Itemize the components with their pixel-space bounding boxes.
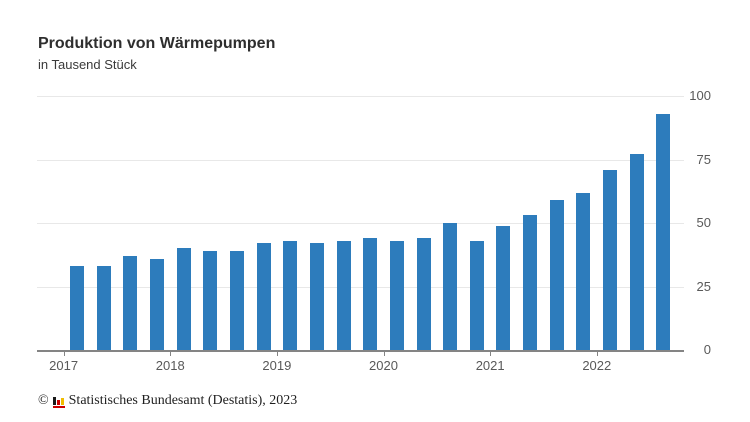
bar-2018-q2[interactable] bbox=[203, 250, 218, 350]
bar-2017-q4[interactable] bbox=[149, 258, 164, 350]
x-axis-tick-2017 bbox=[63, 352, 65, 356]
bar-2021-q4[interactable] bbox=[576, 192, 591, 350]
x-axis-tick-2020 bbox=[383, 352, 385, 356]
bar-2020-q4[interactable] bbox=[469, 240, 484, 350]
bar-2017-q2[interactable] bbox=[96, 266, 111, 350]
bar-2021-q2[interactable] bbox=[523, 215, 538, 350]
bar-2019-q3[interactable] bbox=[336, 240, 351, 350]
bar-2018-q1[interactable] bbox=[176, 248, 191, 350]
y-axis-label-25: 25 bbox=[696, 278, 711, 294]
x-axis-label-2017: 2017 bbox=[49, 358, 79, 373]
bar-2018-q3[interactable] bbox=[229, 250, 244, 350]
bar-2019-q1[interactable] bbox=[283, 240, 298, 350]
bar-2017-q3[interactable] bbox=[123, 256, 138, 350]
chart-header: Produktion von Wärmepumpen in Tausend St… bbox=[38, 34, 275, 73]
gridline-100 bbox=[37, 96, 684, 97]
bar-2017-q1[interactable] bbox=[69, 266, 84, 350]
copyright-symbol: © bbox=[38, 393, 49, 408]
chart-subtitle: in Tausend Stück bbox=[38, 57, 137, 72]
gridline-50 bbox=[37, 223, 684, 224]
y-axis-label-100: 100 bbox=[689, 88, 711, 103]
x-axis-label-2018: 2018 bbox=[155, 358, 185, 373]
x-axis-tick-2022 bbox=[596, 352, 598, 356]
x-axis-label-2019: 2019 bbox=[262, 358, 292, 373]
bar-2018-q4[interactable] bbox=[256, 243, 271, 350]
x-axis-tick-2019 bbox=[276, 352, 278, 356]
x-axis-tick-2018 bbox=[170, 352, 172, 356]
x-axis-label-2021: 2021 bbox=[475, 358, 505, 373]
source-line: © Statistisches Bundesamt (Destatis), 20… bbox=[38, 393, 297, 409]
bar-2019-q2[interactable] bbox=[309, 243, 324, 350]
bar-2021-q3[interactable] bbox=[549, 200, 564, 350]
bar-2022-q3[interactable] bbox=[656, 113, 671, 350]
bar-2020-q1[interactable] bbox=[389, 240, 404, 350]
gridline-25 bbox=[37, 286, 684, 288]
source-text: Statistisches Bundesamt (Destatis), 2023 bbox=[68, 393, 298, 408]
x-axis-label-2022: 2022 bbox=[582, 358, 612, 373]
x-axis-tick-2021 bbox=[490, 352, 492, 356]
gridline-75 bbox=[37, 159, 684, 161]
bar-2019-q4[interactable] bbox=[363, 238, 378, 350]
bar-2022-q1[interactable] bbox=[603, 169, 618, 350]
x-axis-label-2020: 2020 bbox=[369, 358, 398, 373]
bar-2022-q2[interactable] bbox=[629, 154, 644, 350]
bar-2020-q3[interactable] bbox=[443, 223, 458, 350]
chart-title: Produktion von Wärmepumpen bbox=[38, 35, 276, 52]
bar-2020-q2[interactable] bbox=[416, 238, 431, 350]
y-axis-label-0: 0 bbox=[703, 342, 711, 357]
bar-2021-q1[interactable] bbox=[496, 225, 511, 350]
y-axis-label-50: 50 bbox=[696, 215, 711, 230]
y-axis-label-75: 75 bbox=[696, 151, 711, 167]
destatis-bars-icon bbox=[52, 395, 65, 408]
x-axis-line bbox=[37, 350, 684, 352]
